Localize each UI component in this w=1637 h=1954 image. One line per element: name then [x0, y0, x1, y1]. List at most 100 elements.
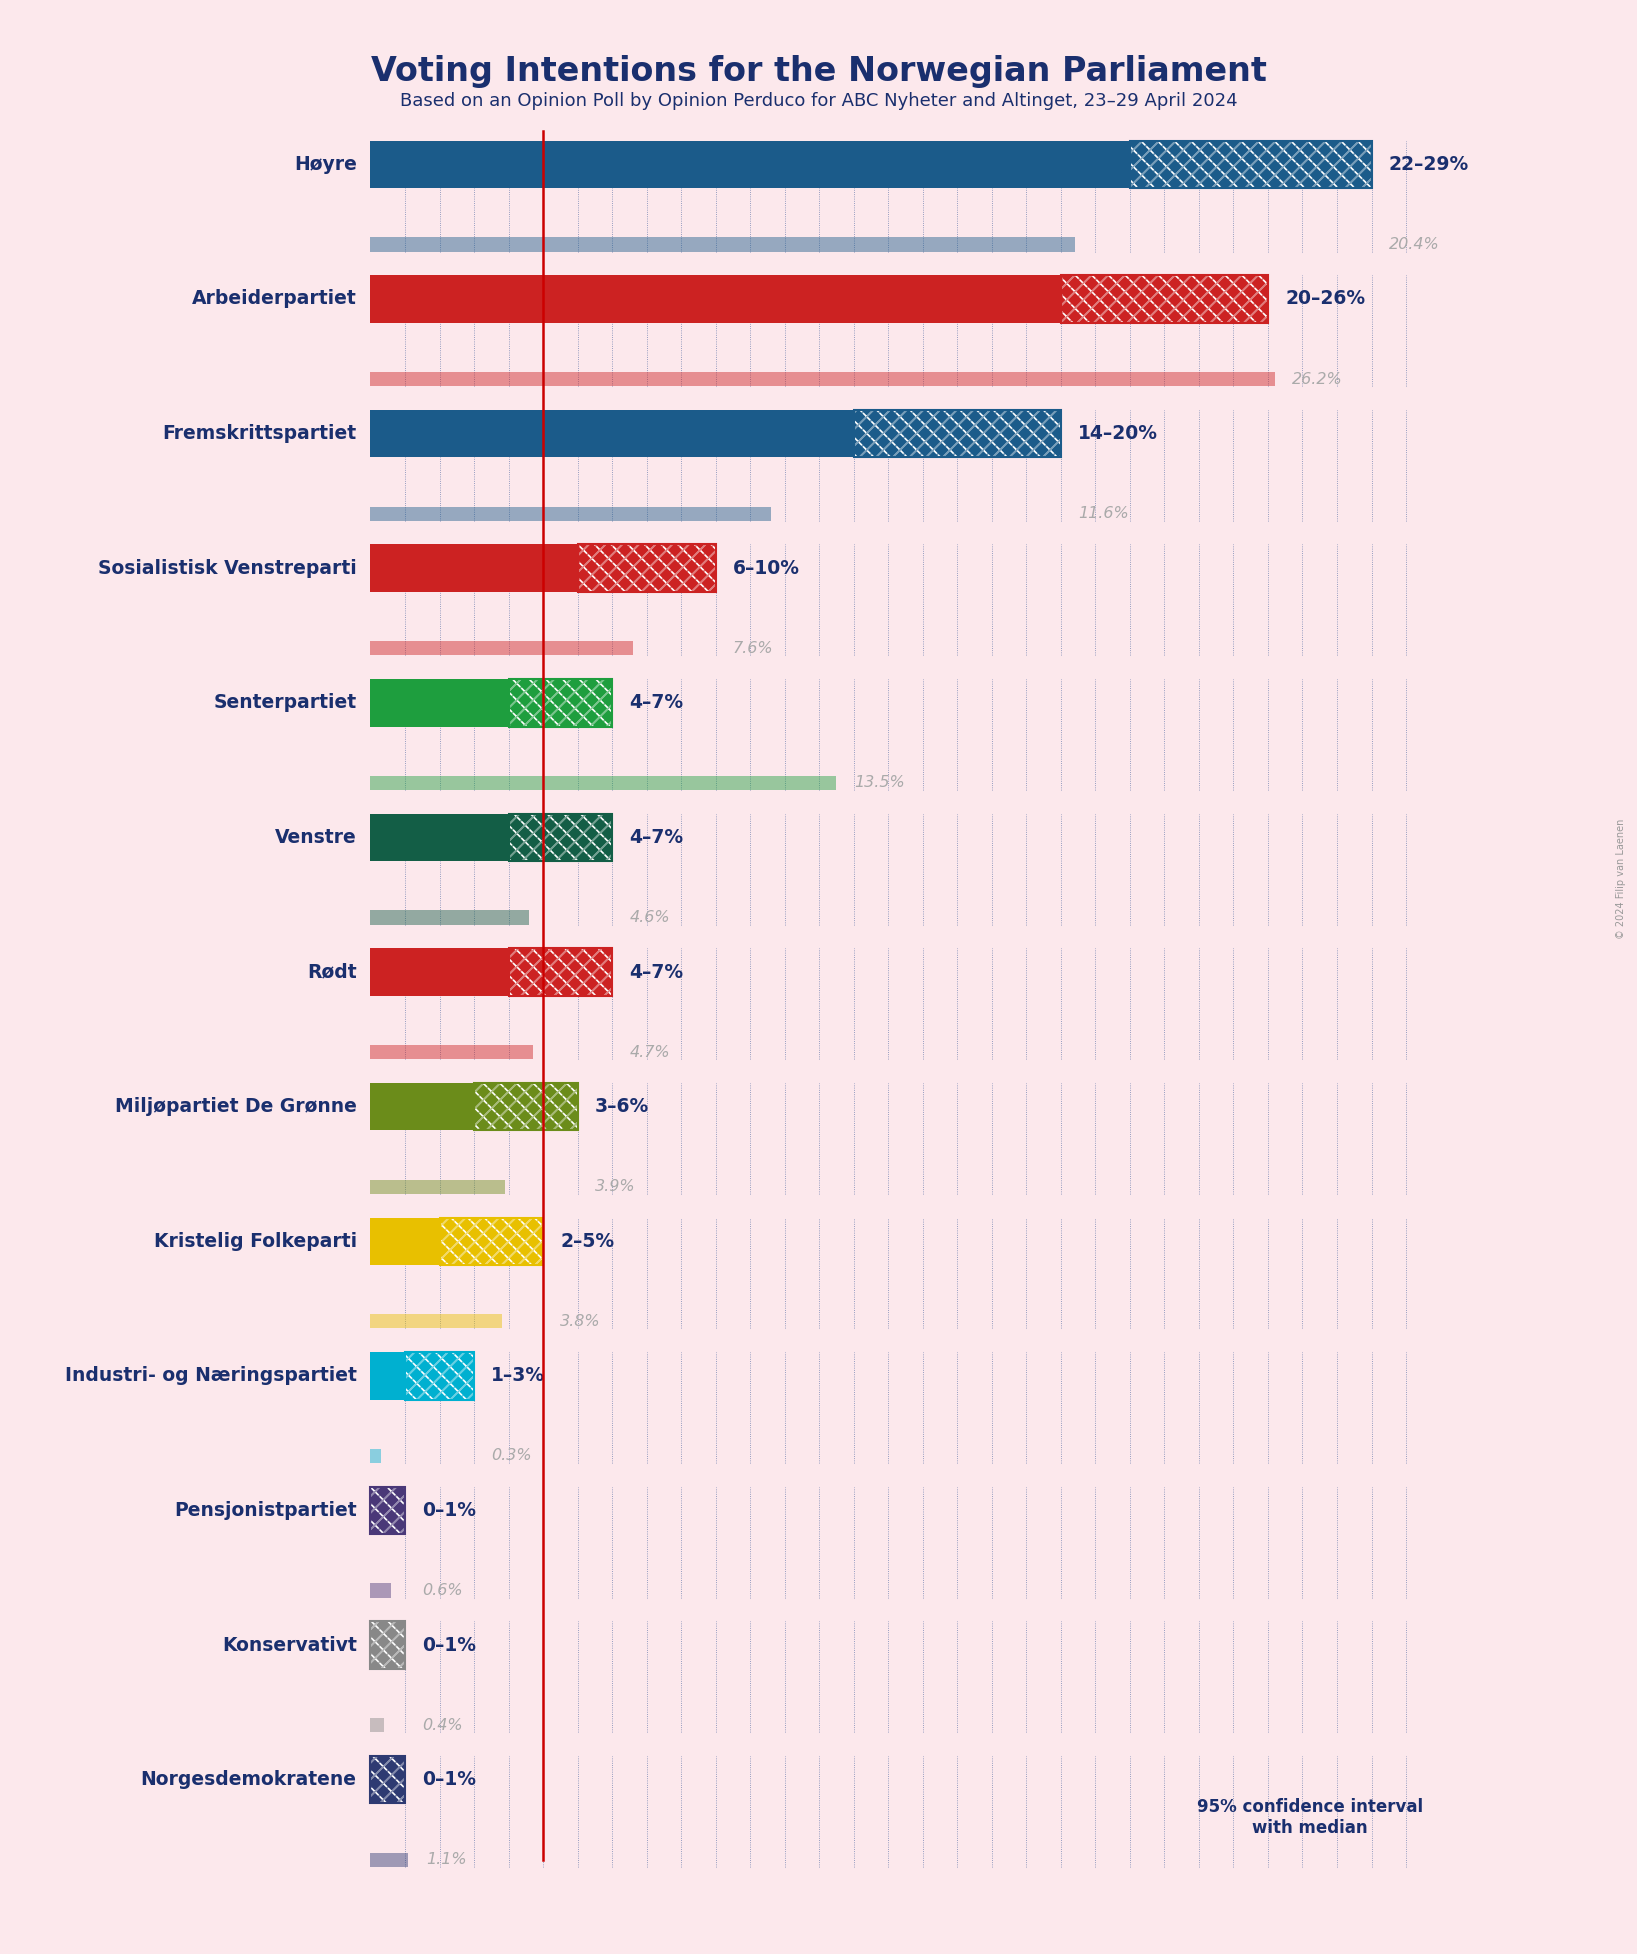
Text: 22–29%: 22–29%	[1388, 154, 1468, 174]
Bar	[370, 1622, 404, 1669]
Bar	[370, 1352, 404, 1399]
Bar	[370, 776, 837, 789]
Bar	[370, 141, 1130, 188]
Text: 4.6%: 4.6%	[629, 911, 670, 924]
Bar	[509, 680, 612, 727]
Text: © 2024 Filip van Laenen: © 2024 Filip van Laenen	[1616, 819, 1626, 940]
Bar	[404, 1352, 475, 1399]
Bar	[1061, 276, 1269, 322]
Bar	[370, 371, 1275, 387]
Bar	[370, 1852, 409, 1866]
Text: 1.1%: 1.1%	[426, 1852, 467, 1868]
Bar	[370, 1180, 506, 1194]
Bar	[509, 948, 612, 997]
Bar	[370, 1217, 439, 1264]
Bar	[370, 1757, 404, 1804]
Bar	[370, 1583, 391, 1598]
Text: 1–3%: 1–3%	[491, 1366, 545, 1385]
Text: Miljøpartiet De Grønne: Miljøpartiet De Grønne	[115, 1096, 357, 1116]
Text: Rødt: Rødt	[308, 963, 357, 981]
Bar	[1130, 141, 1372, 188]
Bar	[855, 410, 1061, 457]
Text: 2–5%: 2–5%	[560, 1231, 614, 1251]
Text: 11.6%: 11.6%	[1079, 506, 1130, 522]
Bar	[370, 813, 509, 862]
Text: Arbeiderpartiet: Arbeiderpartiet	[192, 289, 357, 309]
Bar	[370, 1718, 385, 1733]
Text: Industri- og Næringspartiet: Industri- og Næringspartiet	[65, 1366, 357, 1385]
Bar	[404, 1352, 475, 1399]
Bar	[475, 1083, 578, 1129]
Text: 3.9%: 3.9%	[594, 1180, 635, 1194]
Text: Kristelig Folkeparti: Kristelig Folkeparti	[154, 1231, 357, 1251]
Text: 4–7%: 4–7%	[629, 694, 684, 713]
Bar	[509, 948, 612, 997]
Text: Sosialistisk Venstreparti: Sosialistisk Venstreparti	[98, 559, 357, 578]
Text: Voting Intentions for the Norwegian Parliament: Voting Intentions for the Norwegian Parl…	[370, 55, 1267, 88]
Bar	[404, 1352, 475, 1399]
Bar	[578, 545, 715, 592]
Bar	[439, 1217, 543, 1264]
Bar	[370, 1622, 404, 1669]
Bar	[370, 1487, 404, 1534]
Text: Norgesdemokratene: Norgesdemokratene	[141, 1770, 357, 1790]
Bar	[370, 236, 1074, 252]
Text: 3–6%: 3–6%	[594, 1096, 650, 1116]
Bar	[370, 545, 578, 592]
Bar	[370, 276, 1061, 322]
Bar	[578, 545, 715, 592]
Bar	[855, 410, 1061, 457]
Text: 0.4%: 0.4%	[422, 1718, 463, 1733]
Bar	[1061, 276, 1269, 322]
Bar	[370, 1487, 404, 1534]
Text: 20.4%: 20.4%	[1388, 236, 1439, 252]
Bar	[370, 680, 509, 727]
Bar	[1130, 141, 1372, 188]
Text: Konservativt: Konservativt	[221, 1635, 357, 1655]
Bar	[370, 410, 855, 457]
Bar	[439, 1217, 543, 1264]
Text: 13.5%: 13.5%	[855, 776, 905, 791]
Bar	[370, 1448, 381, 1464]
Bar	[1130, 141, 1372, 188]
Bar	[509, 813, 612, 862]
Bar	[1061, 276, 1269, 322]
Bar	[509, 680, 612, 727]
Text: Venstre: Venstre	[275, 828, 357, 846]
Bar	[439, 1217, 543, 1264]
Text: 95% confidence interval
with median: 95% confidence interval with median	[1197, 1798, 1423, 1837]
Bar	[509, 948, 612, 997]
Text: 0–1%: 0–1%	[422, 1635, 476, 1655]
Text: 0–1%: 0–1%	[422, 1770, 476, 1790]
Text: Fremskrittspartiet: Fremskrittspartiet	[162, 424, 357, 444]
Bar	[370, 506, 771, 522]
Bar	[370, 1487, 404, 1534]
Text: 7.6%: 7.6%	[733, 641, 774, 657]
Text: 0–1%: 0–1%	[422, 1501, 476, 1520]
Text: 4–7%: 4–7%	[629, 828, 684, 846]
Text: 0.3%: 0.3%	[491, 1448, 532, 1464]
Bar	[370, 1622, 404, 1669]
Bar	[370, 641, 634, 655]
Bar	[370, 1757, 404, 1804]
Text: 14–20%: 14–20%	[1079, 424, 1157, 444]
Bar	[370, 948, 509, 997]
Bar	[509, 680, 612, 727]
Bar	[370, 911, 529, 924]
Text: Pensjonistpartiet: Pensjonistpartiet	[174, 1501, 357, 1520]
Text: 0.6%: 0.6%	[422, 1583, 463, 1598]
Text: Senterpartiet: Senterpartiet	[213, 694, 357, 713]
Bar	[509, 813, 612, 862]
Text: 6–10%: 6–10%	[733, 559, 800, 578]
Text: 4–7%: 4–7%	[629, 963, 684, 981]
Bar	[855, 410, 1061, 457]
Text: Høyre: Høyre	[293, 154, 357, 174]
Text: 4.7%: 4.7%	[629, 1045, 670, 1059]
Text: 3.8%: 3.8%	[560, 1313, 601, 1329]
Bar	[509, 813, 612, 862]
Bar	[475, 1083, 578, 1129]
Bar	[370, 1315, 501, 1329]
Bar	[475, 1083, 578, 1129]
Bar	[370, 1045, 532, 1059]
Text: Based on an Opinion Poll by Opinion Perduco for ABC Nyheter and Altinget, 23–29 : Based on an Opinion Poll by Opinion Perd…	[399, 92, 1238, 109]
